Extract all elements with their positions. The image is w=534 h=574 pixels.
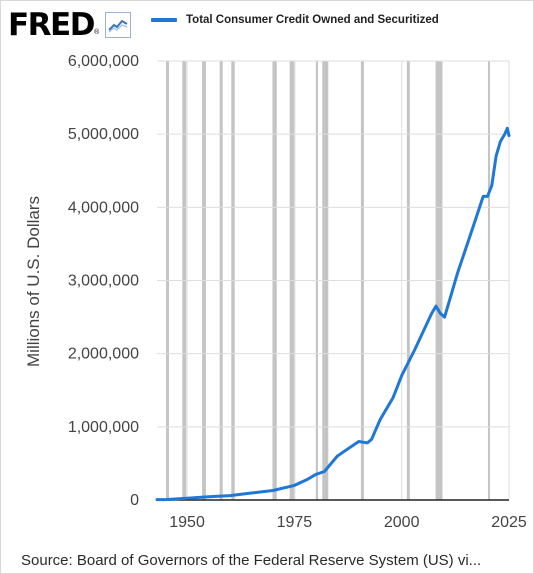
y-tick-label: 1,000,000 [68,419,139,436]
y-tick-label: 4,000,000 [68,199,139,216]
y-tick-label: 5,000,000 [68,126,139,143]
y-tick-label: 3,000,000 [68,273,139,290]
line-chart-icon [105,12,132,38]
fred-logo-text: FRED [8,7,95,43]
series-line [155,126,511,502]
y-axis-title: Millions of U.S. Dollars [24,196,43,367]
y-tick-label: 6,000,000 [68,53,139,70]
legend-swatch [151,18,177,22]
series-layer [155,126,511,502]
chart-legend: Total Consumer Credit Owned and Securiti… [151,14,439,26]
legend-label: Total Consumer Credit Owned and Securiti… [186,14,439,26]
source-note: Source: Board of Governors of the Federa… [21,552,482,569]
tick-labels: 0 1,000,000 2,000,000 3,000,000 4,000,000 5,0… [24,53,527,531]
x-tick-label: 2000 [384,514,420,531]
y-tick-label: 2,000,000 [68,346,139,363]
x-tick-label: 1975 [277,514,313,531]
y-tick-label: 0 [130,492,139,509]
registered-mark: ® [93,29,100,36]
fred-logo[interactable]: FRED ® [8,7,132,43]
x-tick-label: 1950 [169,514,205,531]
x-tick-label: 2025 [491,514,527,531]
